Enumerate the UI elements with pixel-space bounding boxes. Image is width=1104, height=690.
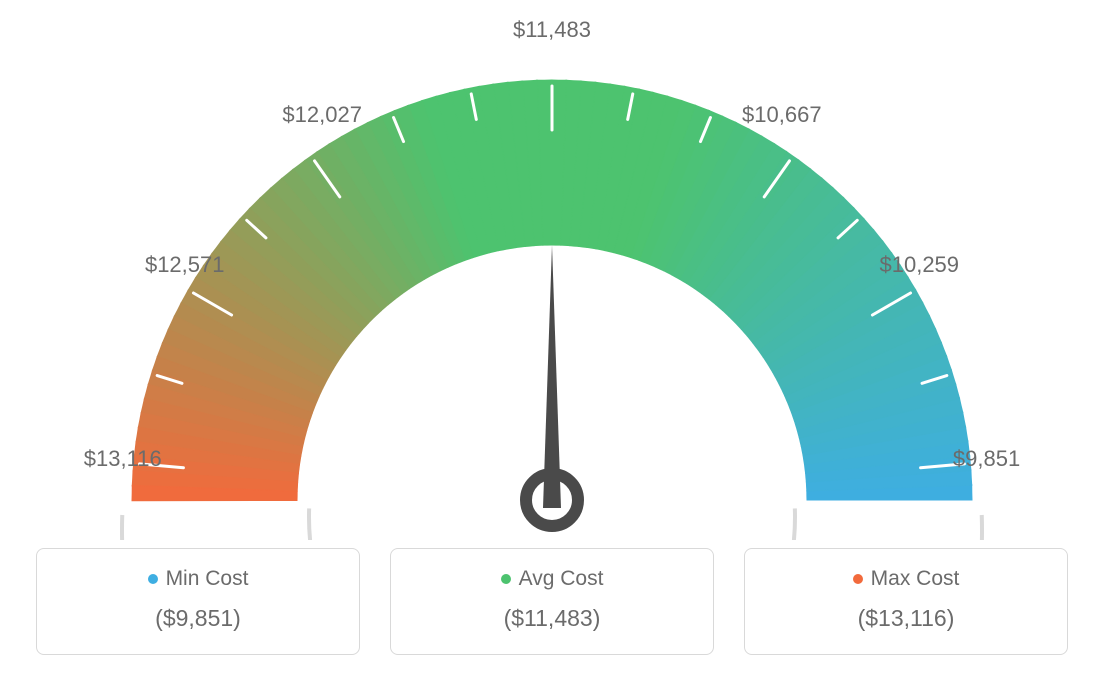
gauge-tick-label: $13,116 (84, 446, 162, 472)
avg-cost-value: ($11,483) (401, 605, 703, 632)
max-cost-label: Max Cost (871, 567, 960, 591)
max-cost-card: Max Cost ($13,116) (744, 548, 1068, 655)
min-cost-label: Min Cost (166, 567, 249, 591)
gauge-tick-label: $11,483 (513, 17, 591, 43)
dot-icon (501, 574, 511, 584)
dot-icon (853, 574, 863, 584)
min-cost-card: Min Cost ($9,851) (36, 548, 360, 655)
min-cost-value: ($9,851) (47, 605, 349, 632)
dot-icon (148, 574, 158, 584)
avg-cost-label: Avg Cost (519, 567, 604, 591)
gauge-tick-label: $12,571 (145, 252, 225, 278)
summary-cards: Min Cost ($9,851) Avg Cost ($11,483) Max… (0, 548, 1104, 655)
gauge-tick-label: $9,851 (953, 446, 1020, 472)
avg-cost-card: Avg Cost ($11,483) (390, 548, 714, 655)
card-title-row: Avg Cost (401, 567, 703, 591)
gauge-tick-label: $10,667 (742, 102, 822, 128)
card-title-row: Max Cost (755, 567, 1057, 591)
gauge-chart: $9,851 $10,259 $10,667 $11,483 $12,027 $12,57… (0, 0, 1104, 540)
card-title-row: Min Cost (47, 567, 349, 591)
gauge-tick-label: $12,027 (282, 102, 362, 128)
max-cost-value: ($13,116) (755, 605, 1057, 632)
gauge-tick-label: $10,259 (880, 252, 960, 278)
